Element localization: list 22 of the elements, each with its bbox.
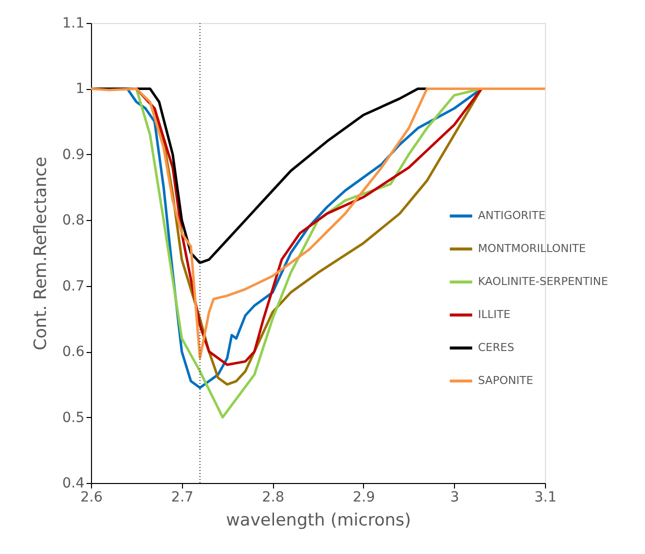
legend-label: CERES (478, 341, 514, 354)
legend-label: KAOLINITE-SERPENTINE (478, 275, 608, 288)
x-tick-label: 2.6 (80, 490, 103, 506)
y-tick-label: 0.8 (62, 212, 84, 229)
y-tick-label: 0.4 (62, 476, 85, 492)
x-tick-label: 2.8 (262, 490, 284, 506)
legend-label: MONTMORILLONITE (478, 242, 586, 255)
y-tick-label: 0.6 (62, 344, 85, 360)
y-tick-label: 0.9 (62, 146, 84, 163)
legend-label: ANTIGORITE (478, 209, 546, 222)
x-tick-label: 2.7 (171, 490, 194, 506)
y-tick-label: 0.7 (62, 278, 84, 294)
x-tick-label: 2.9 (352, 490, 376, 506)
legend-label: SAPONITE (478, 374, 534, 387)
x-tick-label: 3 (450, 490, 460, 506)
x-axis-title: wavelength (microns) (226, 510, 411, 530)
legend-label: ILLITE (478, 308, 510, 321)
y-tick-label: 0.5 (62, 410, 84, 426)
y-tick-label: 1.1 (62, 16, 84, 32)
y-axis-title: Cont. Rem.Reflectance (31, 156, 52, 350)
x-tick-label: 3.1 (534, 490, 557, 506)
y-tick-label: 1 (76, 81, 84, 98)
